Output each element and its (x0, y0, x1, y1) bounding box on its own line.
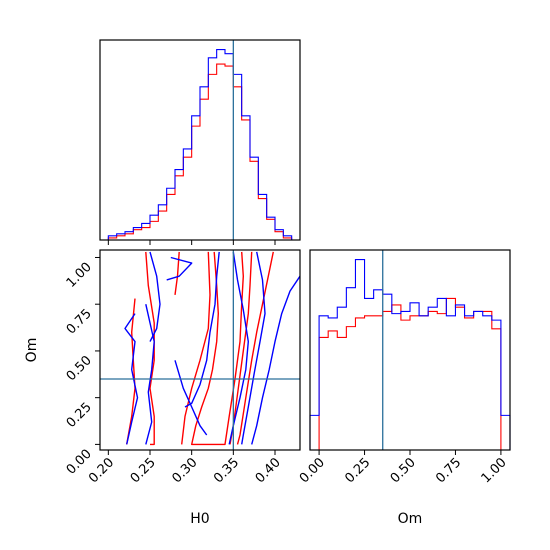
contour-blue-6 (241, 251, 266, 445)
joint-contours (124, 251, 300, 446)
om-marginal-tick-label-4: 1.00 (479, 455, 510, 486)
contour-red-6 (181, 251, 211, 445)
h0-tick-label-4: 0.40 (253, 455, 284, 486)
x-axis-label-h0: H0 (190, 511, 209, 527)
contour-blue-7 (251, 275, 300, 445)
h0-marginal-frame (99, 39, 301, 241)
om-marginal-frame (309, 249, 511, 451)
joint-x-ticks: 0.20 0.25 0.30 0.35 0.40 (86, 450, 284, 486)
contour-blue-5 (228, 251, 249, 445)
om-marginal-tick-label-2: 0.50 (388, 455, 419, 486)
h0-tick-label-2: 0.30 (169, 455, 200, 486)
h0-marginal-ticks (107, 240, 276, 245)
contour-red-3 (191, 251, 244, 446)
contour-blue-2 (145, 304, 155, 445)
x-axis-label-om: Om (398, 511, 423, 527)
om-tick-label-4: 1.00 (64, 260, 95, 291)
om-marginal-panel: 0.00 0.25 0.50 0.75 1.00 Om (297, 249, 511, 527)
h0-tick-label-3: 0.35 (211, 455, 242, 486)
joint-y-ticks: 0.000.250.500.751.00 (64, 256, 100, 478)
h0-tick-label-1: 0.25 (128, 455, 159, 486)
om-histogram-steps (309, 258, 511, 451)
om-tick-label-3: 0.75 (64, 306, 95, 337)
om-tick-label-1: 0.25 (64, 400, 95, 431)
contour-red-0 (145, 251, 155, 446)
contour-red-5 (236, 251, 274, 445)
om-histogram-blue (309, 258, 511, 450)
y-axis-label-om: Om (24, 338, 40, 363)
contour-blue-0 (149, 251, 161, 342)
om-marginal-tick-label-0: 0.00 (297, 455, 328, 486)
contour-blue-3 (166, 256, 193, 281)
contour-red-1 (126, 298, 136, 445)
om-marginal-x-ticks: 0.00 0.25 0.50 0.75 1.00 (297, 450, 510, 486)
om-marginal-tick-label-1: 0.25 (342, 455, 373, 486)
om-marginal-tick-label-3: 0.75 (433, 455, 464, 486)
om-histogram-red (310, 297, 510, 451)
contour-blue-8 (174, 360, 208, 436)
contour-blue-1 (124, 313, 139, 445)
h0-histogram-steps (107, 48, 293, 240)
contour-blue-4 (184, 251, 220, 408)
h0-histogram-blue (107, 48, 293, 240)
h0-marginal-panel (99, 39, 301, 245)
joint-frame (99, 249, 301, 451)
om-tick-label-2: 0.50 (64, 353, 95, 384)
h0-om-joint-panel: 0.20 0.25 0.30 0.35 0.40 0.000.250.500.751.0… (24, 249, 301, 527)
